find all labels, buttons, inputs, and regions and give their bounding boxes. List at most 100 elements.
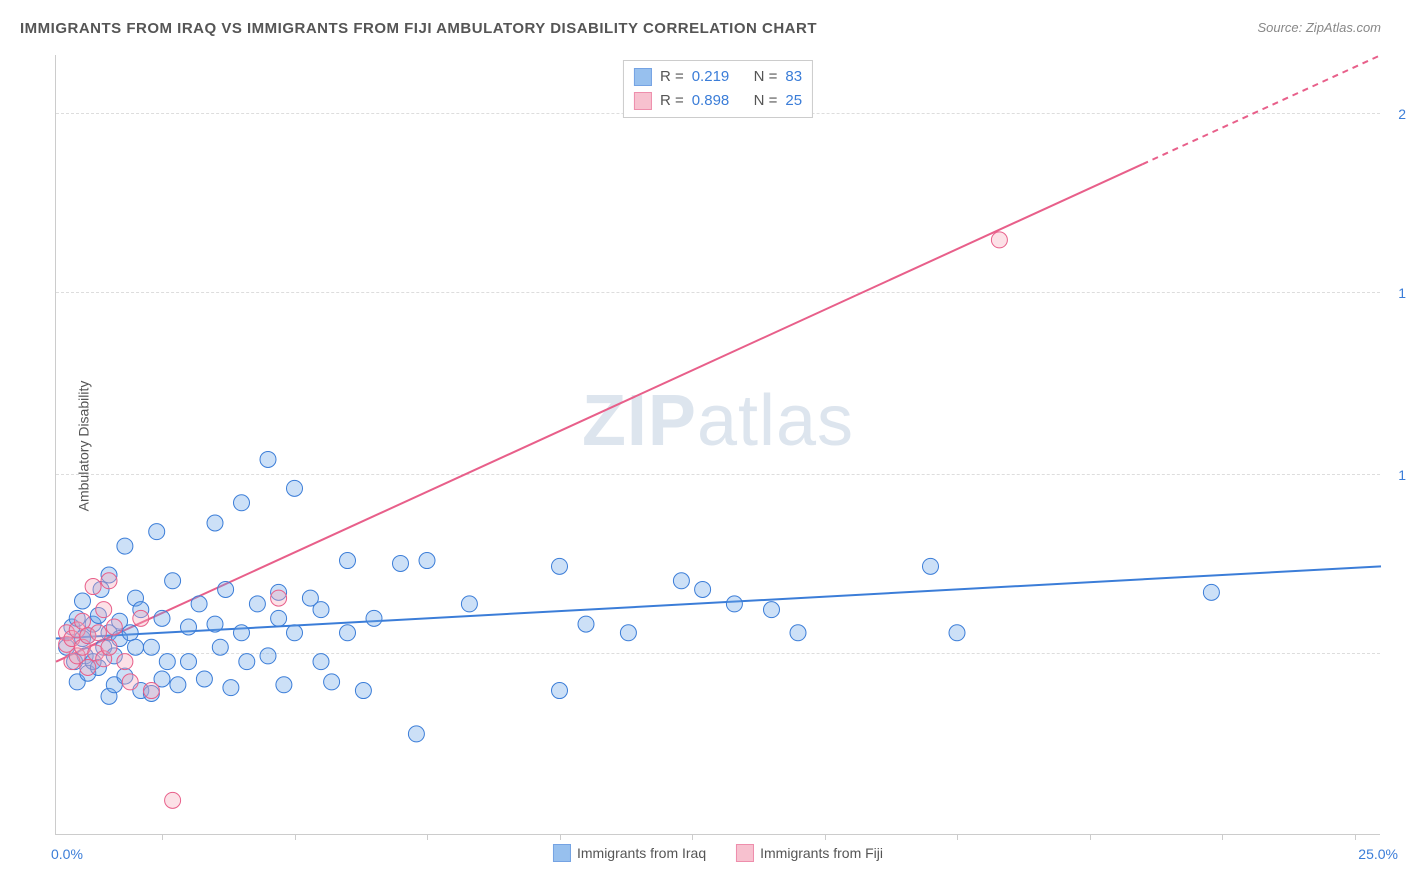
x-tick	[692, 834, 693, 840]
data-point-iraq	[393, 555, 409, 571]
data-point-iraq	[260, 648, 276, 664]
data-point-iraq	[408, 726, 424, 742]
y-tick-label: 12.5%	[1388, 467, 1406, 483]
data-point-iraq	[461, 596, 477, 612]
data-point-iraq	[218, 581, 234, 597]
data-point-iraq	[790, 625, 806, 641]
data-point-iraq	[726, 596, 742, 612]
data-point-fiji	[991, 232, 1007, 248]
y-tick-label: 25.0%	[1388, 106, 1406, 122]
legend-swatch-iraq	[553, 844, 571, 862]
legend-label-fiji: Immigrants from Fiji	[760, 845, 883, 861]
chart-plot-area: ZIPatlas 6.3%12.5%18.8%25.0% R = 0.219 N…	[55, 55, 1380, 835]
swatch-iraq	[634, 68, 652, 86]
data-point-fiji	[75, 613, 91, 629]
source-attribution: Source: ZipAtlas.com	[1257, 20, 1381, 35]
data-point-iraq	[181, 654, 197, 670]
data-point-iraq	[207, 515, 223, 531]
data-point-fiji	[80, 659, 96, 675]
data-point-iraq	[287, 480, 303, 496]
data-point-iraq	[949, 625, 965, 641]
data-point-iraq	[159, 654, 175, 670]
data-point-iraq	[143, 639, 159, 655]
x-tick	[1222, 834, 1223, 840]
data-point-iraq	[340, 625, 356, 641]
data-point-iraq	[764, 602, 780, 618]
x-tick	[162, 834, 163, 840]
data-point-iraq	[170, 677, 186, 693]
data-point-fiji	[106, 619, 122, 635]
data-point-iraq	[181, 619, 197, 635]
data-point-iraq	[249, 596, 265, 612]
data-point-iraq	[239, 654, 255, 670]
data-point-fiji	[165, 792, 181, 808]
data-point-iraq	[673, 573, 689, 589]
data-point-iraq	[366, 610, 382, 626]
data-point-iraq	[234, 495, 250, 511]
data-point-iraq	[149, 524, 165, 540]
data-point-iraq	[552, 683, 568, 699]
bottom-legend: Immigrants from Iraq Immigrants from Fij…	[553, 844, 883, 862]
data-point-fiji	[101, 639, 117, 655]
data-point-iraq	[260, 451, 276, 467]
x-tick	[427, 834, 428, 840]
data-point-iraq	[313, 602, 329, 618]
legend-item-iraq: Immigrants from Iraq	[553, 844, 706, 862]
x-tick	[1090, 834, 1091, 840]
data-point-fiji	[133, 610, 149, 626]
legend-item-fiji: Immigrants from Fiji	[736, 844, 883, 862]
data-point-fiji	[85, 579, 101, 595]
data-point-fiji	[117, 654, 133, 670]
data-point-fiji	[122, 674, 138, 690]
data-point-iraq	[165, 573, 181, 589]
data-point-iraq	[196, 671, 212, 687]
stats-row-fiji: R = 0.898 N = 25	[634, 89, 802, 113]
data-point-iraq	[620, 625, 636, 641]
regression-line-fiji-dashed	[1143, 55, 1382, 164]
data-point-fiji	[101, 573, 117, 589]
x-tick	[957, 834, 958, 840]
x-axis-origin-label: 0.0%	[51, 846, 83, 862]
x-axis-max-label: 25.0%	[1358, 846, 1398, 862]
data-point-iraq	[75, 593, 91, 609]
data-point-iraq	[234, 625, 250, 641]
data-point-iraq	[313, 654, 329, 670]
data-point-iraq	[223, 680, 239, 696]
data-point-iraq	[419, 553, 435, 569]
data-point-iraq	[324, 674, 340, 690]
data-point-fiji	[143, 683, 159, 699]
data-point-iraq	[340, 553, 356, 569]
data-point-fiji	[96, 602, 112, 618]
data-point-iraq	[552, 558, 568, 574]
chart-title: IMMIGRANTS FROM IRAQ VS IMMIGRANTS FROM …	[20, 20, 817, 37]
data-point-iraq	[122, 625, 138, 641]
data-point-iraq	[271, 610, 287, 626]
data-point-fiji	[90, 625, 106, 641]
data-point-iraq	[923, 558, 939, 574]
swatch-fiji	[634, 92, 652, 110]
data-point-iraq	[128, 639, 144, 655]
x-tick	[295, 834, 296, 840]
x-tick	[560, 834, 561, 840]
data-point-iraq	[276, 677, 292, 693]
y-tick-label: 18.8%	[1388, 285, 1406, 301]
stats-row-iraq: R = 0.219 N = 83	[634, 65, 802, 89]
x-tick	[825, 834, 826, 840]
data-point-iraq	[212, 639, 228, 655]
data-point-iraq	[1203, 584, 1219, 600]
legend-swatch-fiji	[736, 844, 754, 862]
data-point-fiji	[271, 590, 287, 606]
legend-label-iraq: Immigrants from Iraq	[577, 845, 706, 861]
data-point-iraq	[355, 683, 371, 699]
x-tick	[1355, 834, 1356, 840]
correlation-stats-box: R = 0.219 N = 83 R = 0.898 N = 25	[623, 60, 813, 118]
data-point-iraq	[578, 616, 594, 632]
y-tick-label: 6.3%	[1388, 646, 1406, 662]
scatter-plot-svg	[56, 55, 1380, 834]
data-point-iraq	[154, 610, 170, 626]
data-point-iraq	[287, 625, 303, 641]
data-point-iraq	[695, 581, 711, 597]
data-point-iraq	[207, 616, 223, 632]
data-point-iraq	[191, 596, 207, 612]
data-point-iraq	[117, 538, 133, 554]
